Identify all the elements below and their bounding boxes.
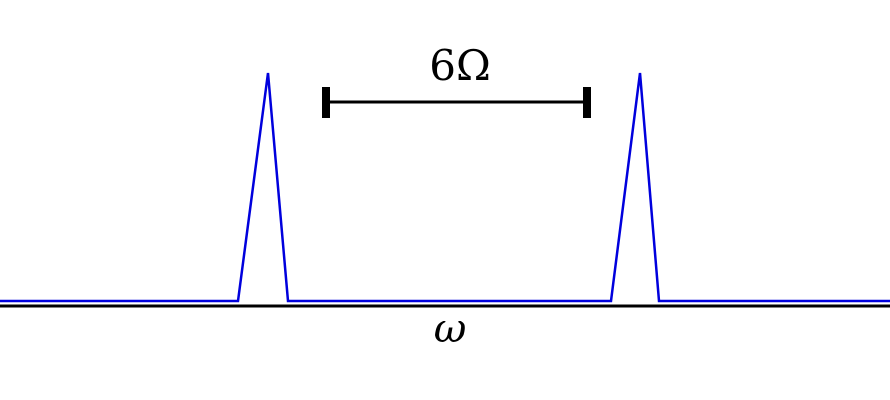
spacing-right-cap bbox=[583, 87, 591, 118]
spectrum-line bbox=[0, 72, 890, 303]
axis-label: ω bbox=[434, 306, 467, 352]
spacing-left-cap bbox=[322, 87, 330, 118]
spacing-marker bbox=[322, 87, 591, 118]
spacing-label: 6Ω bbox=[429, 41, 491, 90]
